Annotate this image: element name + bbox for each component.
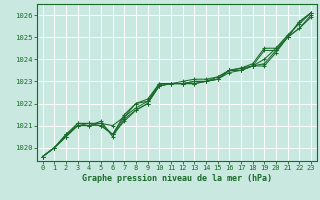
X-axis label: Graphe pression niveau de la mer (hPa): Graphe pression niveau de la mer (hPa) [82,174,272,183]
